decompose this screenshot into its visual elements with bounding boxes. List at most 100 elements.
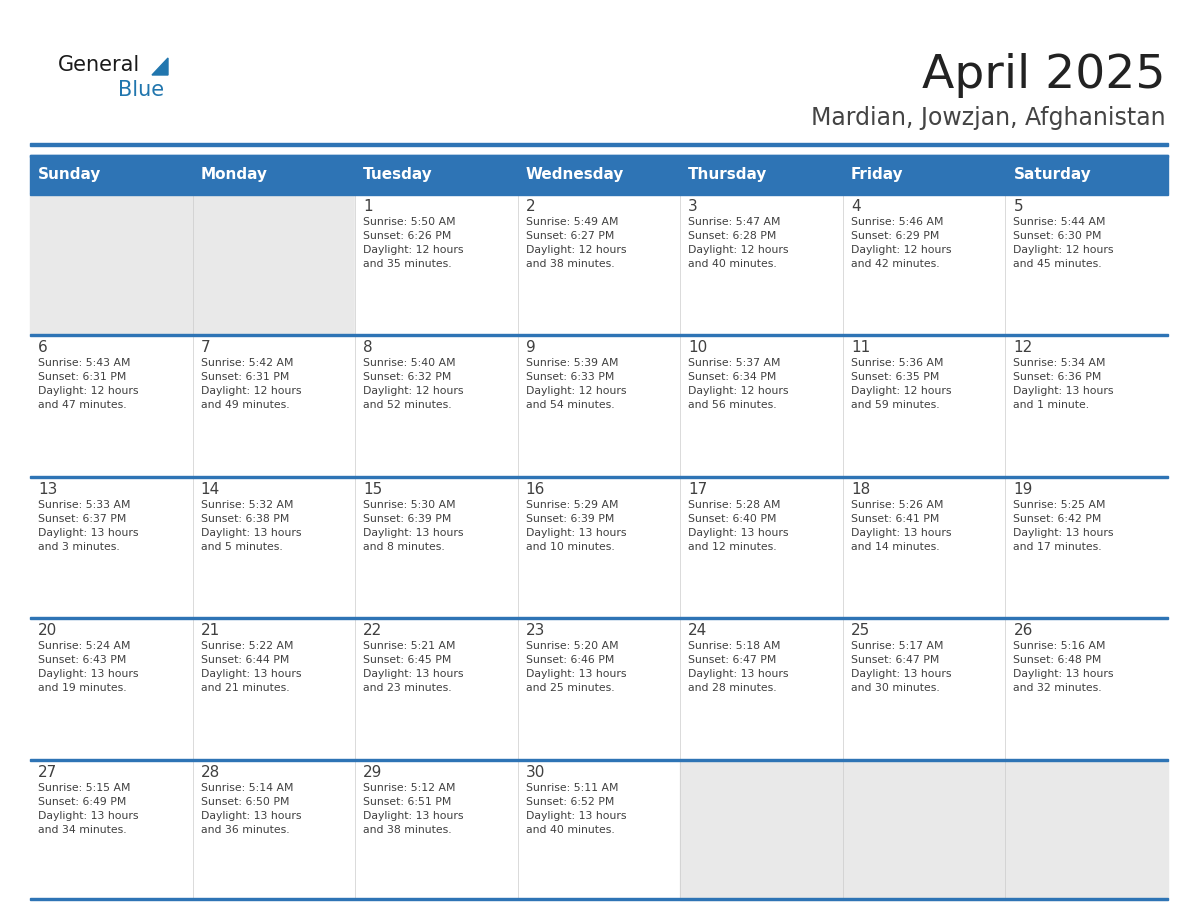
Text: Sunset: 6:32 PM: Sunset: 6:32 PM bbox=[364, 373, 451, 383]
Text: 22: 22 bbox=[364, 623, 383, 638]
Text: Daylight: 13 hours: Daylight: 13 hours bbox=[688, 669, 789, 679]
Text: Sunset: 6:29 PM: Sunset: 6:29 PM bbox=[851, 231, 940, 241]
Text: Daylight: 13 hours: Daylight: 13 hours bbox=[851, 528, 952, 538]
Text: Mardian, Jowzjan, Afghanistan: Mardian, Jowzjan, Afghanistan bbox=[811, 106, 1165, 130]
Text: Sunset: 6:49 PM: Sunset: 6:49 PM bbox=[38, 797, 126, 807]
Bar bbox=[518, 195, 681, 334]
Text: Sunrise: 5:22 AM: Sunrise: 5:22 AM bbox=[201, 641, 293, 651]
Text: and 38 minutes.: and 38 minutes. bbox=[526, 259, 614, 269]
Text: Sunset: 6:47 PM: Sunset: 6:47 PM bbox=[688, 655, 777, 666]
Text: Sunrise: 5:50 AM: Sunrise: 5:50 AM bbox=[364, 217, 456, 227]
Text: and 34 minutes.: and 34 minutes. bbox=[38, 824, 127, 834]
Text: 23: 23 bbox=[526, 623, 545, 638]
Text: 14: 14 bbox=[201, 482, 220, 497]
Bar bbox=[842, 336, 1005, 476]
Text: Sunrise: 5:17 AM: Sunrise: 5:17 AM bbox=[851, 641, 943, 651]
Bar bbox=[30, 620, 192, 758]
Text: Daylight: 13 hours: Daylight: 13 hours bbox=[201, 528, 301, 538]
Bar bbox=[30, 336, 192, 476]
Bar bbox=[355, 477, 518, 617]
Text: Sunset: 6:33 PM: Sunset: 6:33 PM bbox=[526, 373, 614, 383]
Text: and 36 minutes.: and 36 minutes. bbox=[201, 824, 289, 834]
Text: Sunrise: 5:14 AM: Sunrise: 5:14 AM bbox=[201, 783, 293, 792]
Text: Daylight: 12 hours: Daylight: 12 hours bbox=[526, 386, 626, 397]
Text: Daylight: 12 hours: Daylight: 12 hours bbox=[688, 386, 789, 397]
Text: 7: 7 bbox=[201, 341, 210, 355]
Text: Sunrise: 5:39 AM: Sunrise: 5:39 AM bbox=[526, 358, 618, 368]
Text: 15: 15 bbox=[364, 482, 383, 497]
Text: Daylight: 12 hours: Daylight: 12 hours bbox=[851, 386, 952, 397]
Text: Sunrise: 5:40 AM: Sunrise: 5:40 AM bbox=[364, 358, 456, 368]
Bar bbox=[681, 761, 842, 900]
Text: 19: 19 bbox=[1013, 482, 1032, 497]
Text: Sunset: 6:44 PM: Sunset: 6:44 PM bbox=[201, 655, 289, 666]
Text: Sunset: 6:45 PM: Sunset: 6:45 PM bbox=[364, 655, 451, 666]
Text: Sunrise: 5:29 AM: Sunrise: 5:29 AM bbox=[526, 499, 618, 509]
Text: and 45 minutes.: and 45 minutes. bbox=[1013, 259, 1102, 269]
Bar bbox=[518, 477, 681, 617]
Bar bbox=[30, 758, 1168, 761]
Text: Sunset: 6:39 PM: Sunset: 6:39 PM bbox=[526, 514, 614, 524]
Text: 17: 17 bbox=[688, 482, 708, 497]
Text: Sunrise: 5:12 AM: Sunrise: 5:12 AM bbox=[364, 783, 456, 792]
Text: Sunset: 6:27 PM: Sunset: 6:27 PM bbox=[526, 231, 614, 241]
Text: Friday: Friday bbox=[851, 166, 904, 182]
Bar bbox=[30, 143, 1168, 146]
Text: Sunset: 6:38 PM: Sunset: 6:38 PM bbox=[201, 514, 289, 524]
Text: Sunrise: 5:49 AM: Sunrise: 5:49 AM bbox=[526, 217, 618, 227]
Text: and 38 minutes.: and 38 minutes. bbox=[364, 824, 451, 834]
Bar bbox=[681, 336, 842, 476]
Text: 29: 29 bbox=[364, 765, 383, 779]
Text: Daylight: 12 hours: Daylight: 12 hours bbox=[688, 245, 789, 255]
Text: 1: 1 bbox=[364, 199, 373, 214]
Text: General: General bbox=[58, 55, 140, 75]
Text: Sunday: Sunday bbox=[38, 166, 101, 182]
Text: and 21 minutes.: and 21 minutes. bbox=[201, 683, 289, 693]
Text: 26: 26 bbox=[1013, 623, 1032, 638]
Text: Daylight: 13 hours: Daylight: 13 hours bbox=[364, 811, 463, 821]
Text: Tuesday: Tuesday bbox=[364, 166, 432, 182]
Text: Sunset: 6:31 PM: Sunset: 6:31 PM bbox=[201, 373, 289, 383]
Bar bbox=[355, 761, 518, 900]
Bar bbox=[518, 336, 681, 476]
Text: and 52 minutes.: and 52 minutes. bbox=[364, 400, 451, 410]
Text: Saturday: Saturday bbox=[1013, 166, 1092, 182]
Text: 28: 28 bbox=[201, 765, 220, 779]
Bar bbox=[1005, 620, 1168, 758]
Bar bbox=[192, 195, 355, 334]
Text: and 40 minutes.: and 40 minutes. bbox=[688, 259, 777, 269]
Text: 27: 27 bbox=[38, 765, 57, 779]
Text: Sunrise: 5:11 AM: Sunrise: 5:11 AM bbox=[526, 783, 618, 792]
Bar bbox=[355, 195, 518, 334]
Text: Sunset: 6:51 PM: Sunset: 6:51 PM bbox=[364, 797, 451, 807]
Bar bbox=[842, 195, 1005, 334]
Bar bbox=[30, 334, 1168, 336]
Text: Sunrise: 5:37 AM: Sunrise: 5:37 AM bbox=[688, 358, 781, 368]
Text: Daylight: 12 hours: Daylight: 12 hours bbox=[851, 245, 952, 255]
Bar bbox=[30, 155, 1168, 193]
Text: 18: 18 bbox=[851, 482, 870, 497]
Text: Sunrise: 5:21 AM: Sunrise: 5:21 AM bbox=[364, 641, 456, 651]
Text: Daylight: 13 hours: Daylight: 13 hours bbox=[201, 811, 301, 821]
Text: Sunset: 6:42 PM: Sunset: 6:42 PM bbox=[1013, 514, 1101, 524]
Text: 20: 20 bbox=[38, 623, 57, 638]
Bar bbox=[30, 195, 192, 334]
Bar bbox=[681, 620, 842, 758]
Bar bbox=[30, 761, 192, 900]
Text: Sunrise: 5:36 AM: Sunrise: 5:36 AM bbox=[851, 358, 943, 368]
Text: Sunset: 6:52 PM: Sunset: 6:52 PM bbox=[526, 797, 614, 807]
Text: and 8 minutes.: and 8 minutes. bbox=[364, 542, 444, 552]
Text: Sunrise: 5:32 AM: Sunrise: 5:32 AM bbox=[201, 499, 293, 509]
Bar bbox=[192, 477, 355, 617]
Text: and 3 minutes.: and 3 minutes. bbox=[38, 542, 120, 552]
Text: 9: 9 bbox=[526, 341, 536, 355]
Text: Sunrise: 5:30 AM: Sunrise: 5:30 AM bbox=[364, 499, 456, 509]
Text: and 23 minutes.: and 23 minutes. bbox=[364, 683, 451, 693]
Bar bbox=[192, 336, 355, 476]
Text: Daylight: 12 hours: Daylight: 12 hours bbox=[38, 386, 139, 397]
Text: Sunrise: 5:25 AM: Sunrise: 5:25 AM bbox=[1013, 499, 1106, 509]
Text: April 2025: April 2025 bbox=[923, 52, 1165, 97]
Text: and 30 minutes.: and 30 minutes. bbox=[851, 683, 940, 693]
Bar bbox=[30, 617, 1168, 620]
Text: 5: 5 bbox=[1013, 199, 1023, 214]
